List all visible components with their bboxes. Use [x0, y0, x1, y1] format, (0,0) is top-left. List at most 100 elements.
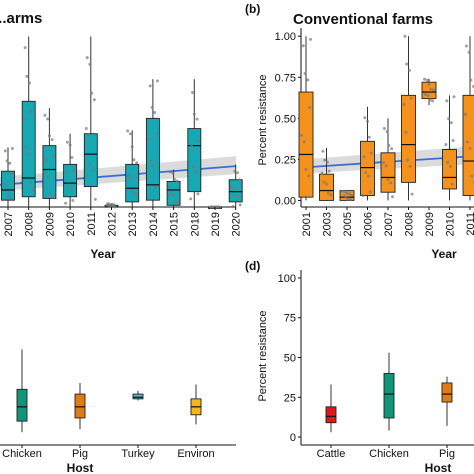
data-point [190, 144, 194, 148]
x-tick-label: 2001 [301, 212, 313, 236]
data-point [304, 168, 308, 172]
data-point [72, 168, 76, 172]
data-point [402, 103, 406, 107]
data-point [465, 140, 469, 144]
data-point [127, 174, 131, 178]
data-point [65, 171, 68, 175]
data-point [320, 171, 324, 175]
data-point [197, 139, 201, 143]
data-point [450, 182, 454, 186]
data-point [234, 194, 238, 198]
data-point [10, 171, 14, 175]
box-body [339, 190, 355, 201]
data-point [431, 99, 435, 103]
data-point [154, 185, 158, 189]
x-axis-title: Year [90, 247, 116, 261]
x-tick-label: 2011 [465, 212, 474, 236]
data-point [464, 112, 467, 116]
data-point [236, 196, 240, 200]
data-point [343, 190, 347, 194]
data-point [47, 175, 50, 179]
y-tick-label: 0.00 [275, 195, 296, 207]
data-point [363, 116, 367, 120]
data-point [449, 121, 453, 125]
box-body [125, 163, 140, 203]
data-point [173, 199, 177, 203]
box-body [83, 133, 98, 187]
data-point [410, 192, 414, 196]
x-tick-label: Cattle [317, 448, 346, 460]
data-point [9, 196, 13, 200]
y-tick-label: 100 [278, 273, 296, 285]
data-point [52, 154, 56, 158]
data-point [175, 179, 179, 183]
data-point [218, 205, 221, 209]
data-point [172, 193, 176, 197]
box-body [360, 140, 375, 196]
data-point [238, 203, 242, 207]
data-point [426, 93, 430, 97]
data-point [129, 177, 133, 181]
data-point [47, 134, 51, 138]
x-tick-label: 2019 [210, 212, 222, 236]
data-point [2, 181, 5, 185]
box-body [442, 149, 457, 190]
data-point [232, 187, 236, 191]
box-body [228, 179, 243, 203]
data-point [155, 79, 159, 83]
data-point [447, 117, 451, 121]
data-point [148, 84, 152, 88]
data-point [31, 187, 35, 191]
panel-a: 2007 2008 2009 2010 2011 2012 2013 2014 2015 2018… [0, 36, 243, 261]
data-point [147, 137, 151, 141]
data-point [191, 91, 194, 95]
data-point [322, 180, 326, 184]
data-point [405, 62, 409, 66]
data-point [409, 96, 413, 100]
data-point [321, 149, 325, 153]
data-point [452, 95, 456, 99]
data-point [368, 190, 372, 194]
x-axis-title: Year [431, 247, 457, 261]
data-point [168, 170, 172, 174]
data-point [231, 205, 235, 209]
data-point [306, 78, 310, 82]
data-point [192, 112, 196, 116]
x-tick-label: 2013 [127, 212, 139, 236]
data-point [423, 77, 426, 81]
data-point [386, 178, 390, 182]
data-point [50, 138, 54, 142]
data-point [65, 140, 69, 144]
data-point [152, 164, 156, 168]
data-point [132, 158, 136, 162]
x-tick-label: Chicken [2, 448, 42, 460]
data-point [384, 164, 388, 168]
data-point [110, 202, 114, 206]
data-point [195, 117, 199, 121]
data-point [70, 156, 74, 160]
x-tick-label: 2018 [189, 212, 201, 236]
data-point [341, 189, 344, 193]
data-point [87, 133, 91, 137]
data-point [69, 186, 73, 190]
data-point [64, 201, 68, 205]
data-point [329, 193, 333, 197]
data-point [408, 164, 412, 168]
data-point [23, 46, 27, 50]
data-point [390, 147, 394, 151]
data-point [470, 174, 474, 178]
data-point [229, 185, 233, 189]
data-point [342, 194, 346, 198]
data-point [43, 113, 47, 117]
y-tick-label: 0 [290, 432, 296, 444]
x-tick-label: 2014 [148, 212, 160, 236]
y-tick-label: 75 [284, 313, 296, 325]
x-tick-label: 2020 [231, 212, 243, 236]
data-point [233, 169, 237, 173]
data-point [24, 145, 28, 149]
data-point [404, 130, 408, 134]
data-point [90, 91, 94, 95]
data-point [71, 198, 75, 202]
data-point [467, 50, 471, 54]
data-point [11, 146, 14, 150]
